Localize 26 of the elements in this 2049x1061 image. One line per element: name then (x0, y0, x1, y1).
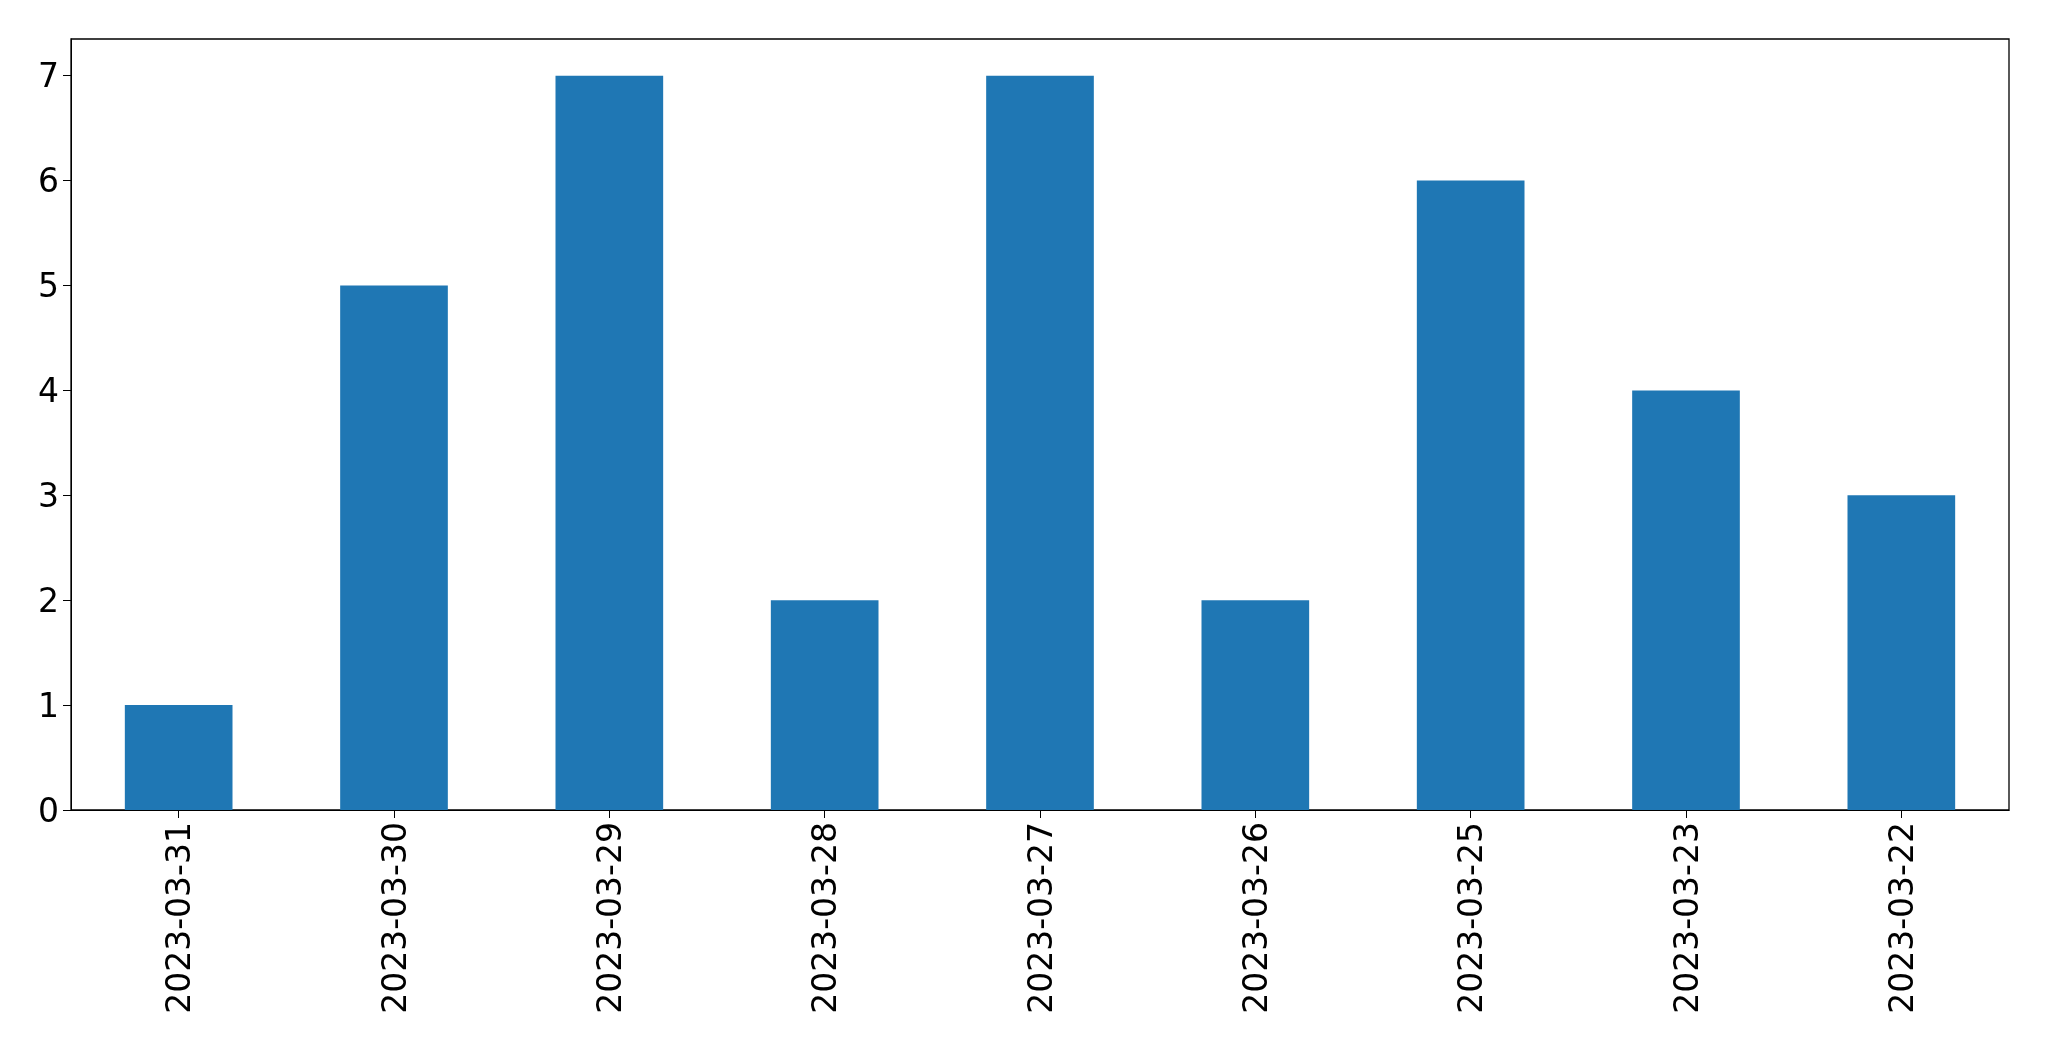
bar (124, 705, 233, 810)
x-tick-label: 2023-03-29 (589, 822, 629, 1014)
y-tick-label: 7 (38, 56, 59, 96)
y-tick-label: 5 (38, 266, 59, 306)
bar (1201, 600, 1310, 810)
x-tick-label: 2023-03-31 (159, 822, 199, 1014)
y-tick-label: 6 (38, 161, 59, 201)
bar (555, 75, 664, 810)
bar (1632, 390, 1740, 810)
x-tick-label: 2023-03-22 (1881, 822, 1921, 1014)
y-tick-label: 4 (38, 370, 59, 410)
bar (986, 75, 1094, 810)
x-tick-label: 2023-03-25 (1451, 822, 1491, 1014)
bar (770, 600, 879, 810)
x-tick-label: 2023-03-23 (1666, 822, 1706, 1014)
bar (1847, 495, 1956, 810)
x-tick-label: 2023-03-26 (1235, 822, 1275, 1014)
y-tick-label: 2 (38, 580, 59, 620)
x-tick-label: 2023-03-28 (805, 822, 845, 1014)
y-tick-label: 1 (38, 685, 59, 725)
y-tick-label: 0 (38, 790, 59, 830)
x-tick-label: 2023-03-30 (374, 822, 414, 1014)
y-tick-label: 3 (38, 475, 59, 515)
bar (1416, 180, 1525, 810)
bar (340, 285, 448, 810)
x-tick-label: 2023-03-27 (1020, 822, 1060, 1014)
